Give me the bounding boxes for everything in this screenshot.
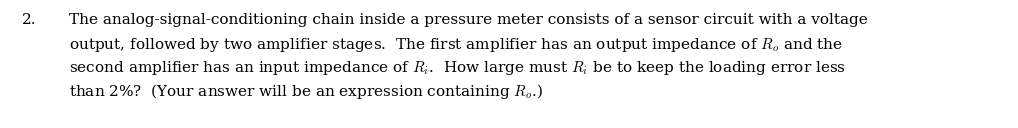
Text: output, followed by two amplifier stages.  The first amplifier has an output imp: output, followed by two amplifier stages… — [69, 36, 843, 54]
Text: than 2%?  (Your answer will be an expression containing $R_o$.): than 2%? (Your answer will be an express… — [69, 82, 544, 101]
Text: second amplifier has an input impedance of $R_i$.  How large must $R_i$ be to ke: second amplifier has an input impedance … — [69, 59, 846, 77]
Text: The analog-signal-conditioning chain inside a pressure meter consists of a senso: The analog-signal-conditioning chain ins… — [69, 13, 868, 27]
Text: 2.: 2. — [22, 13, 37, 27]
